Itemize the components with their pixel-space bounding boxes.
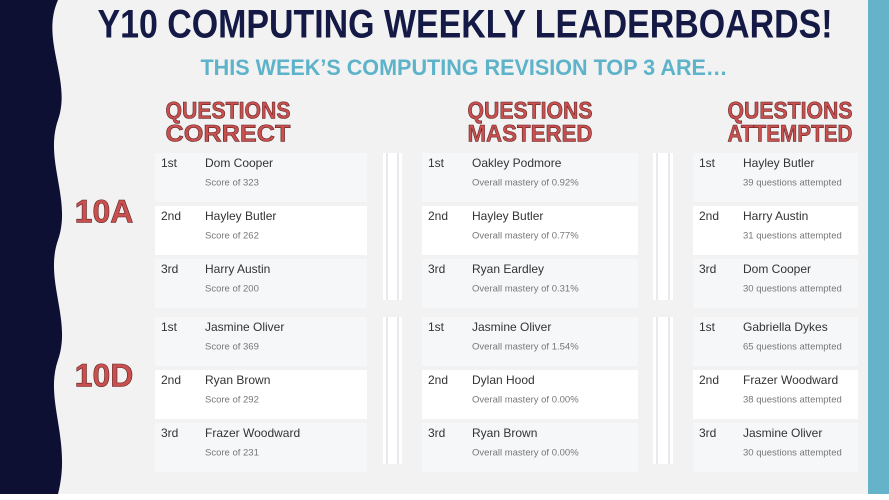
name: Dom Cooper [205,156,273,170]
name: Harry Austin [743,209,808,223]
name: Dom Cooper [743,262,811,276]
detail: 30 questions attempted [743,448,842,459]
rank: 3rd [161,262,178,276]
name: Jasmine Oliver [472,320,551,334]
rank: 2nd [428,209,448,223]
row-bg [422,370,638,419]
detail: 39 questions attempted [743,178,842,189]
name: Harry Austin [205,262,270,276]
rank: 2nd [161,373,181,387]
rank: 3rd [428,426,445,440]
detail: 30 questions attempted [743,284,842,295]
rank: 2nd [699,373,719,387]
right-band [868,0,889,494]
name: Gabriella Dykes [743,320,828,334]
divider [383,153,402,300]
row-bg [155,423,367,472]
detail: Overall mastery of 0.00% [472,395,579,406]
name: Oakley Podmore [472,156,562,170]
row-bg [422,153,638,202]
name: Ryan Eardley [472,262,544,276]
rank: 1st [699,156,716,170]
left-wave [0,0,63,494]
group-label: 10A [75,194,134,230]
column-header: QUESTIONS [728,97,853,124]
column-header: ATTEMPTED [728,120,853,147]
divider [383,317,402,464]
row-bg [422,317,638,366]
group-label: 10D [75,358,134,394]
divider [653,153,673,300]
rank: 2nd [161,209,181,223]
column-header: CORRECT [166,120,291,147]
rank: 1st [428,156,445,170]
row-bg [155,206,367,255]
rank: 3rd [428,262,445,276]
detail: Overall mastery of 1.54% [472,342,579,353]
column-header: MASTERED [468,120,593,147]
divider [653,317,673,464]
row-bg [693,370,858,419]
detail: 31 questions attempted [743,231,842,242]
name: Ryan Brown [205,373,270,387]
detail: Score of 369 [205,342,259,353]
row-bg [155,259,367,308]
rank: 1st [699,320,716,334]
row-bg [693,206,858,255]
row-bg [155,153,367,202]
row-bg [693,153,858,202]
row-bg [693,423,858,472]
detail: Score of 323 [205,178,259,189]
detail: Overall mastery of 0.92% [472,178,579,189]
row-bg [422,206,638,255]
rank: 3rd [699,262,716,276]
detail: Overall mastery of 0.31% [472,284,579,295]
row-bg [422,423,638,472]
detail: Score of 200 [205,284,259,295]
subtitle: THIS WEEK’S COMPUTING REVISION TOP 3 ARE… [201,55,728,80]
name: Ryan Brown [472,426,537,440]
detail: Score of 231 [205,448,259,459]
detail: Overall mastery of 0.00% [472,448,579,459]
detail: Overall mastery of 0.77% [472,231,579,242]
name: Hayley Butler [205,209,276,223]
rank: 1st [161,320,178,334]
row-bg [693,259,858,308]
name: Jasmine Oliver [205,320,284,334]
detail: 38 questions attempted [743,395,842,406]
rank: 3rd [161,426,178,440]
row-bg [693,317,858,366]
name: Dylan Hood [472,373,535,387]
column-header: QUESTIONS [166,97,291,124]
rank: 1st [161,156,178,170]
detail: Score of 292 [205,395,259,406]
rank: 2nd [428,373,448,387]
title: Y10 COMPUTING WEEKLY LEADERBOARDS! [98,3,833,47]
name: Frazer Woodward [743,373,838,387]
column-header: QUESTIONS [468,97,593,124]
detail: 65 questions attempted [743,342,842,353]
name: Hayley Butler [472,209,543,223]
rank: 2nd [699,209,719,223]
rank: 3rd [699,426,716,440]
name: Jasmine Oliver [743,426,822,440]
row-bg [422,259,638,308]
rank: 1st [428,320,445,334]
name: Frazer Woodward [205,426,300,440]
detail: Score of 262 [205,231,259,242]
row-bg [155,317,367,366]
row-bg [155,370,367,419]
name: Hayley Butler [743,156,814,170]
